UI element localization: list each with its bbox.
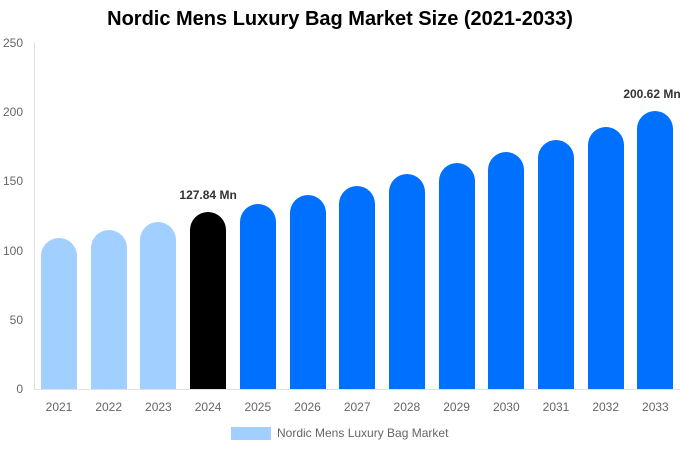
bar-2032[interactable] xyxy=(587,127,624,389)
y-axis-line xyxy=(34,43,35,389)
bar-2022[interactable] xyxy=(90,229,127,389)
legend[interactable]: Nordic Mens Luxury Bag Market xyxy=(231,426,448,440)
x-tick-label: 2031 xyxy=(542,400,570,414)
y-tick-label: 0 xyxy=(16,382,23,396)
x-tick-label: 2027 xyxy=(343,400,371,414)
bar-2027[interactable] xyxy=(339,185,376,389)
bar-2026[interactable] xyxy=(289,195,326,389)
bar-2024[interactable] xyxy=(190,212,227,389)
x-tick-label: 2025 xyxy=(244,400,272,414)
x-tick-label: 2023 xyxy=(145,400,172,414)
x-axis-line xyxy=(34,389,680,390)
bar-2021[interactable] xyxy=(41,238,77,389)
value-label-2024: 127.84 Mn xyxy=(179,188,237,203)
y-tick-label: 200 xyxy=(2,105,23,120)
y-tick-label: 250 xyxy=(2,36,23,50)
bar-2031[interactable] xyxy=(538,139,574,389)
legend-label: Nordic Mens Luxury Bag Market xyxy=(277,426,449,440)
x-tick-label: 2029 xyxy=(443,400,470,414)
bar-2028[interactable] xyxy=(388,174,425,389)
x-tick-label: 2021 xyxy=(45,400,73,414)
bar-2029[interactable] xyxy=(438,163,475,389)
chart-title: Nordic Mens Luxury Bag Market Size (2021… xyxy=(107,8,573,30)
bar-2033[interactable] xyxy=(637,111,674,389)
x-tick-label: 2024 xyxy=(194,400,222,414)
x-tick-label: 2028 xyxy=(393,400,421,414)
bar-2025[interactable] xyxy=(239,203,276,389)
x-tick-label: 2033 xyxy=(642,400,669,414)
x-tick-label: 2032 xyxy=(592,400,620,414)
bar-2023[interactable] xyxy=(140,221,177,389)
y-tick-label: 50 xyxy=(9,312,23,327)
bar-2030[interactable] xyxy=(488,152,525,389)
x-tick-label: 2022 xyxy=(95,400,123,414)
plot-area xyxy=(34,43,680,389)
y-tick-label: 150 xyxy=(2,174,23,189)
x-tick-label: 2030 xyxy=(492,400,520,414)
value-label-2033: 200.62 Mn xyxy=(623,87,680,102)
legend-swatch xyxy=(231,426,271,440)
y-tick-label: 100 xyxy=(2,243,23,258)
x-tick-label: 2026 xyxy=(294,400,321,414)
